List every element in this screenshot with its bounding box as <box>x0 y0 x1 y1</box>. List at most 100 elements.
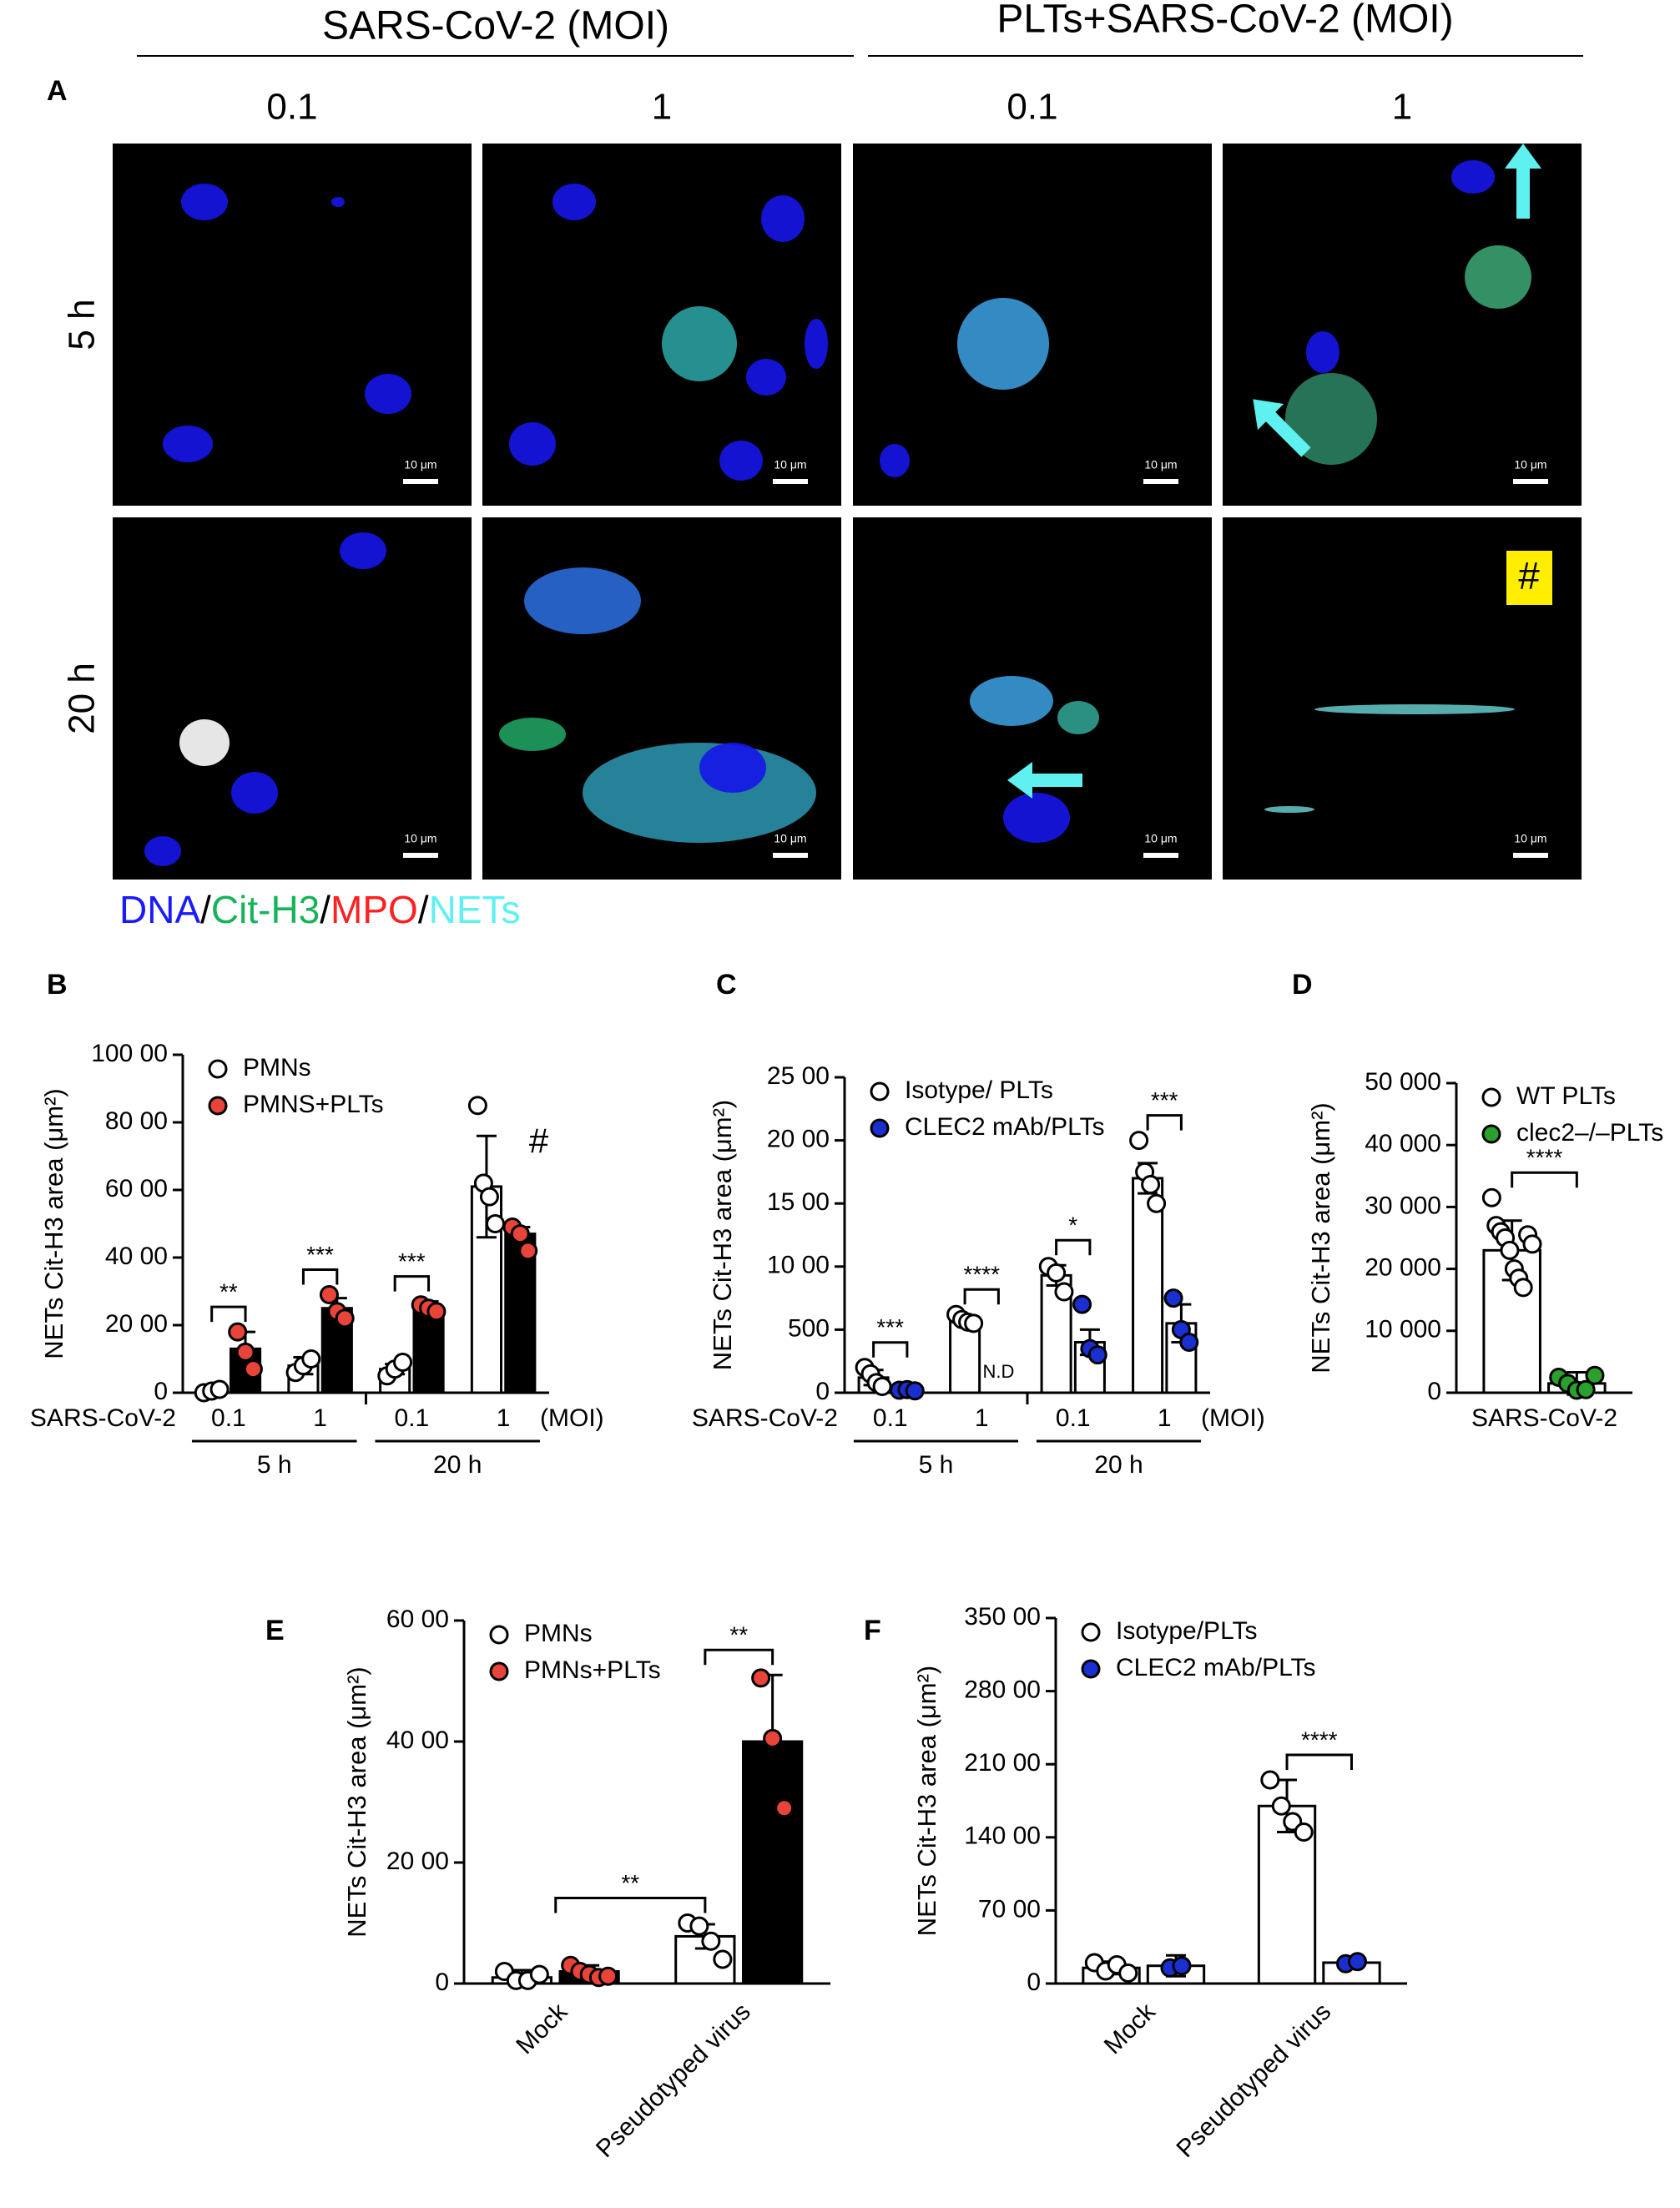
data-point <box>905 1381 925 1401</box>
y-tick-label: 0 <box>435 1969 449 1996</box>
cell <box>524 567 641 634</box>
y-tick-label: 40 00 <box>105 1243 168 1270</box>
group-header: SARS-CoV-2 (MOI) <box>322 4 669 48</box>
scale-bar-label: 10 μm <box>1514 458 1546 471</box>
data-point <box>1481 1187 1501 1207</box>
significance-bracket <box>1511 1171 1578 1188</box>
y-tick-label: 500 <box>788 1314 830 1342</box>
stain: NETs <box>429 888 521 931</box>
x-tick-label: Mock <box>511 1998 573 2060</box>
data-point <box>393 1353 413 1373</box>
x-prefix: SARS-CoV-2 <box>30 1404 176 1432</box>
data-point <box>1118 1963 1138 1983</box>
x-suffix: (MOI) <box>540 1404 604 1432</box>
arrow <box>1007 762 1082 799</box>
cell <box>805 319 828 369</box>
group-label: 20 h <box>1094 1451 1143 1479</box>
value-label: N.D <box>982 1361 1014 1382</box>
column-label: 0.1 <box>1006 87 1057 128</box>
data-point <box>1163 1288 1183 1308</box>
data-point <box>1522 1234 1542 1254</box>
data-point <box>467 1096 487 1116</box>
significance-label: * <box>1068 1212 1077 1238</box>
cell <box>163 426 213 462</box>
data-point <box>1172 1956 1192 1976</box>
x-tick-label: Pseudotyped virus <box>1171 1998 1336 2163</box>
y-tick-label: 60 00 <box>386 1606 449 1633</box>
cell <box>340 532 386 569</box>
row-label: 20 h <box>62 663 103 734</box>
cell <box>144 836 181 866</box>
significance-label: **** <box>1301 1727 1338 1752</box>
y-tick-label: 100 00 <box>91 1040 168 1067</box>
y-tick-label: 40 000 <box>1365 1130 1441 1157</box>
row-label: 5 h <box>62 299 103 350</box>
significance-bracket <box>210 1305 247 1323</box>
panel-label: A <box>47 75 68 107</box>
legend-marker <box>208 1096 228 1116</box>
legend-marker <box>1081 1659 1101 1679</box>
significance-bracket <box>393 1275 431 1292</box>
significance-bracket <box>1285 1753 1353 1770</box>
data-point <box>485 1214 505 1233</box>
significance-bracket <box>704 1648 774 1666</box>
data-point <box>301 1349 321 1369</box>
stain-legend: DNA/Cit-H3/MPO/NETs <box>119 888 521 931</box>
cell <box>499 718 566 751</box>
data-point <box>1513 1278 1533 1298</box>
significance-label: *** <box>306 1242 334 1268</box>
y-tick-label: 20 000 <box>1365 1254 1441 1282</box>
cell <box>181 184 228 220</box>
y-tick-label: 50 000 <box>1365 1068 1441 1096</box>
significance-bracket <box>963 1288 1000 1305</box>
y-tick-label: 70 00 <box>978 1895 1041 1923</box>
cell <box>1314 704 1515 714</box>
y-axis-title: NETs Cit-H3 area (μm²) <box>912 1666 941 1936</box>
data-point <box>335 1308 355 1328</box>
y-tick-label: 0 <box>154 1378 168 1405</box>
significance-label: *** <box>398 1248 426 1274</box>
y-axis-title: NETs Cit-H3 area (μm²) <box>342 1666 371 1937</box>
y-tick-label: 0 <box>1427 1378 1441 1405</box>
scale-bar-label: 10 μm <box>774 832 806 845</box>
stain: / <box>320 888 330 931</box>
y-tick-label: 10 00 <box>767 1252 830 1279</box>
significance-label: ** <box>621 1870 639 1896</box>
x-tick-label: 0.1 <box>395 1404 430 1432</box>
data-point <box>701 1931 721 1951</box>
scale-bar-label: 10 μm <box>404 458 436 471</box>
x-tick-label: 0.1 <box>873 1404 908 1432</box>
cell <box>1057 701 1099 734</box>
cell <box>746 359 786 396</box>
data-point <box>1500 1240 1520 1260</box>
cell <box>179 719 230 766</box>
significance-bracket <box>872 1341 909 1358</box>
flag-box <box>1506 551 1552 605</box>
data-point <box>1087 1345 1107 1365</box>
x-suffix: (MOI) <box>1201 1404 1265 1432</box>
cell <box>1264 806 1314 813</box>
group-label: 20 h <box>433 1451 482 1479</box>
y-tick-label: 60 00 <box>105 1175 168 1202</box>
legend-label: PMNS+PLTs <box>243 1091 384 1118</box>
cell <box>552 184 596 220</box>
flag: # <box>1518 554 1540 597</box>
micrograph <box>113 517 472 880</box>
panel-label: E <box>265 1615 285 1646</box>
data-point <box>1054 1282 1074 1302</box>
column-label: 0.1 <box>266 87 317 128</box>
y-tick-label: 40 00 <box>386 1727 449 1754</box>
data-point <box>529 1964 549 1984</box>
column-label: 1 <box>652 87 672 128</box>
legend-marker <box>870 1081 890 1101</box>
data-point <box>713 1949 733 1969</box>
y-tick-label: 20 00 <box>386 1848 449 1875</box>
data-point <box>763 1728 783 1748</box>
data-point <box>228 1322 248 1342</box>
y-tick-label: 0 <box>1027 1969 1041 1996</box>
cell <box>331 197 345 207</box>
cell <box>1285 373 1377 465</box>
legend-label: PMNs+PLTs <box>524 1656 661 1684</box>
cell <box>365 374 411 414</box>
